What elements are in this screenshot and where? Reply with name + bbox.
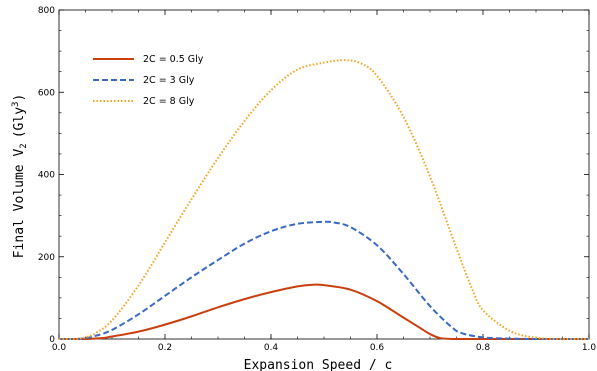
y-tick-label: 0 [49, 335, 55, 345]
y-axis-title-main: Final Volume V [12, 149, 27, 259]
x-axis-title: Expansion Speed / c [244, 358, 393, 371]
y-axis-title: Final Volume V2 (Gly3) [11, 94, 29, 259]
x-tick-label: 0.8 [476, 343, 491, 353]
axis-ticks: 0.0 0.2 0.4 0.6 0.8 1.0 0 200 400 600 800 [38, 6, 597, 353]
y-tick-label: 400 [38, 171, 55, 181]
x-tick-label: 0.0 [52, 343, 67, 353]
y-tick-label: 800 [38, 6, 55, 16]
series-line-1 [59, 220, 589, 340]
x-tick-label: 0.6 [370, 343, 385, 353]
x-tick-label: 0.4 [264, 343, 279, 353]
x-tick-label: 1.0 [582, 343, 597, 353]
legend-label-1: 2C = 3 Gly [143, 75, 195, 86]
plot-frame [58, 9, 590, 340]
legend: 2C = 0.5 Gly 2C = 3 Gly 2C = 8 Gly [93, 54, 204, 107]
series-layer [59, 59, 589, 340]
y-tick-label: 200 [38, 253, 55, 263]
series-line-2 [59, 59, 589, 340]
legend-label-2: 2C = 8 Gly [143, 96, 195, 107]
y-axis-title-subscript: 2 [19, 143, 29, 148]
y-axis-title-close: ) [12, 94, 27, 102]
x-tick-label: 0.2 [158, 343, 172, 353]
y-axis-title-superscript: 3 [11, 102, 21, 107]
y-axis-title-unit: (Gly [12, 107, 27, 138]
y-tick-label: 600 [38, 88, 55, 98]
series-line-0 [59, 283, 589, 340]
legend-label-0: 2C = 0.5 Gly [143, 54, 204, 65]
